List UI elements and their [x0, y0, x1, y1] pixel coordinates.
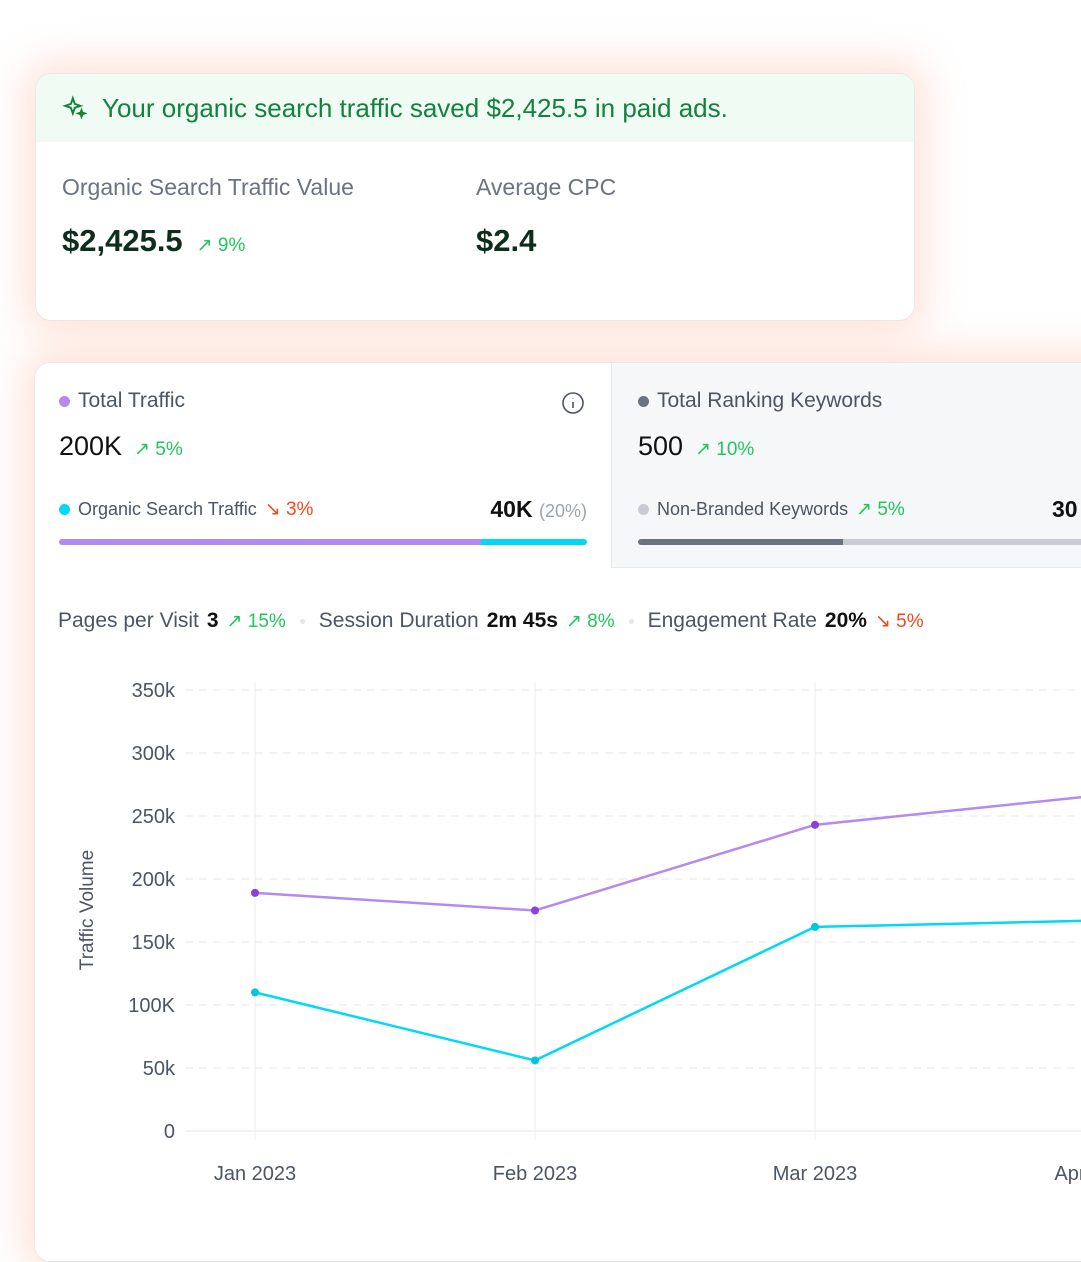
legend-dot	[638, 395, 649, 407]
info-icon[interactable]	[561, 391, 585, 415]
separator-dot	[299, 618, 305, 624]
change-value: 9%	[217, 235, 246, 256]
change-up: ↗ 9%	[196, 235, 246, 256]
metric-label: Organic Search Traffic Value	[62, 174, 354, 200]
stats-row: Pages per Visit 3 ↗ 15% Session Duration 2m …	[58, 609, 924, 633]
change-value: 10%	[716, 439, 755, 460]
traffic-value-card: Your organic search traffic saved $2,425…	[35, 73, 915, 321]
stat-change: ↗ 8%	[565, 610, 615, 632]
sub-value: 40K	[490, 496, 533, 522]
traffic-value-metric: Organic Search Traffic Value $2,425.5 ↗ 9…	[62, 174, 354, 259]
keywords-panel[interactable]: Total Ranking Keywords 500 ↗ 10% Non-Bran…	[611, 363, 1081, 568]
change-value: 5%	[877, 499, 905, 520]
stat-value: 3	[206, 609, 219, 632]
sparkles-icon	[62, 95, 88, 120]
savings-banner: Your organic search traffic saved $2,425…	[36, 74, 914, 142]
change-value: 3%	[285, 499, 314, 520]
cpc-metric: Average CPC $2.4	[476, 174, 616, 259]
total-traffic-panel[interactable]: Total Traffic 200K ↗ 5% Organic Search Tr…	[35, 363, 611, 568]
sub-share: (20%)	[538, 501, 587, 521]
metric-value: $2.4	[476, 223, 537, 258]
stat-value: 2m 45s	[486, 609, 558, 632]
change-value: 8%	[587, 610, 615, 632]
metric-label: Average CPC	[476, 174, 617, 200]
stat-label: Pages per Visit	[58, 609, 199, 632]
traffic-share-bar	[59, 539, 587, 545]
change-value: 5%	[896, 610, 924, 632]
legend-dot	[638, 504, 649, 515]
legend-dot	[59, 504, 70, 515]
stat-value: 20%	[824, 609, 867, 632]
banner-text: Your organic search traffic saved $2,425…	[102, 92, 728, 123]
panel-value: 500	[638, 431, 684, 461]
panel-title: Total Ranking Keywords	[657, 389, 883, 412]
separator-dot	[628, 618, 634, 624]
traffic-card: Total Traffic 200K ↗ 5% Organic Search Tr…	[34, 362, 1081, 1262]
stat-label: Engagement Rate	[647, 609, 817, 632]
stat-label: Session Duration	[318, 609, 479, 632]
legend-dot	[59, 395, 70, 407]
change-value: 5%	[155, 439, 183, 460]
metric-value: $2,425.5	[62, 223, 183, 258]
panel-value: 200K	[59, 431, 123, 461]
change-value: 15%	[247, 610, 286, 632]
keywords-share-bar	[638, 539, 1081, 545]
sub-label: Organic Search Traffic	[78, 499, 257, 519]
sub-value: 30	[1052, 496, 1078, 522]
panel-title: Total Traffic	[78, 389, 185, 412]
sub-label: Non-Branded Keywords	[657, 499, 849, 519]
stat-change: ↗ 15%	[226, 610, 286, 632]
stat-change: ↘ 5%	[874, 610, 924, 632]
